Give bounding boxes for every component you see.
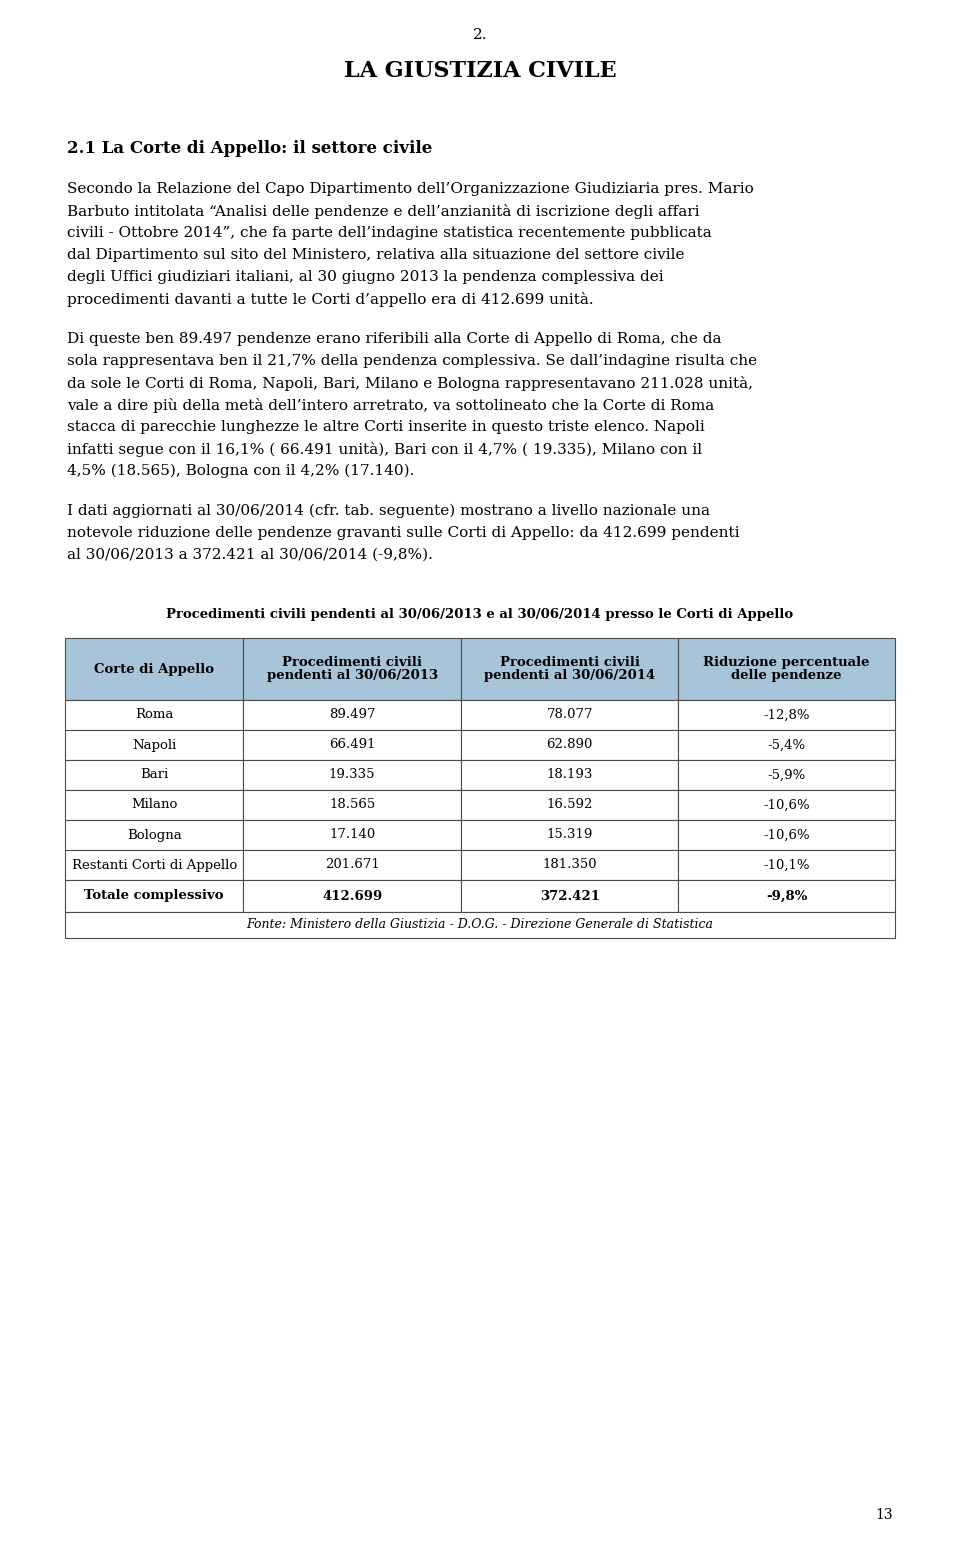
Bar [679, 791, 895, 820]
Bar [679, 638, 895, 699]
Text: vale a dire più della metà dell’intero arretrato, va sottolineato che la Corte d: vale a dire più della metà dell’intero a… [67, 398, 714, 412]
Text: al 30/06/2013 a 372.421 al 30/06/2014 (-9,8%).: al 30/06/2013 a 372.421 al 30/06/2014 (-… [67, 548, 433, 562]
Bar [244, 699, 461, 730]
Text: -5,9%: -5,9% [768, 769, 805, 781]
Text: I dati aggiornati al 30/06/2014 (cfr. tab. seguente) mostrano a livello nazional: I dati aggiornati al 30/06/2014 (cfr. ta… [67, 503, 710, 519]
Text: LA GIUSTIZIA CIVILE: LA GIUSTIZIA CIVILE [344, 60, 616, 82]
Bar [65, 730, 244, 760]
Text: -10,6%: -10,6% [763, 829, 810, 841]
Text: 17.140: 17.140 [329, 829, 375, 841]
Text: 372.421: 372.421 [540, 889, 600, 903]
Text: pendenti al 30/06/2014: pendenti al 30/06/2014 [484, 669, 656, 682]
Text: procedimenti davanti a tutte le Corti d’appello era di 412.699 unità.: procedimenti davanti a tutte le Corti d’… [67, 292, 593, 307]
Text: Milano: Milano [131, 798, 178, 812]
Text: infatti segue con il 16,1% ( 66.491 unità), Bari con il 4,7% ( 19.335), Milano c: infatti segue con il 16,1% ( 66.491 unit… [67, 442, 702, 457]
Text: Riduzione percentuale: Riduzione percentuale [704, 656, 870, 669]
Bar [679, 820, 895, 851]
Text: 13: 13 [876, 1508, 893, 1522]
Text: 2.1 La Corte di Appello: il settore civile: 2.1 La Corte di Appello: il settore civi… [67, 141, 432, 157]
Text: Fonte: Ministero della Giustizia - D.O.G. - Direzione Generale di Statistica: Fonte: Ministero della Giustizia - D.O.G… [247, 919, 713, 931]
Text: Totale complessivo: Totale complessivo [84, 889, 224, 903]
Text: Procedimenti civili: Procedimenti civili [499, 656, 639, 669]
Text: 181.350: 181.350 [542, 858, 597, 871]
Text: 18.193: 18.193 [546, 769, 593, 781]
Bar [65, 638, 244, 699]
Text: degli Uffici giudiziari italiani, al 30 giugno 2013 la pendenza complessiva dei: degli Uffici giudiziari italiani, al 30 … [67, 270, 663, 284]
Text: Di queste ben 89.497 pendenze erano riferibili alla Corte di Appello di Roma, ch: Di queste ben 89.497 pendenze erano rife… [67, 332, 722, 346]
Text: Roma: Roma [135, 709, 174, 721]
Bar [679, 760, 895, 791]
Text: 62.890: 62.890 [546, 738, 593, 752]
Text: Procedimenti civili: Procedimenti civili [282, 656, 422, 669]
Bar [461, 699, 679, 730]
Bar [461, 820, 679, 851]
Bar [244, 851, 461, 880]
Text: Corte di Appello: Corte di Appello [94, 662, 214, 676]
Text: Bari: Bari [140, 769, 168, 781]
Bar [244, 760, 461, 791]
Bar [244, 791, 461, 820]
Text: 412.699: 412.699 [322, 889, 382, 903]
Bar [65, 699, 244, 730]
Bar [65, 760, 244, 791]
Bar [65, 820, 244, 851]
Text: 19.335: 19.335 [329, 769, 375, 781]
Bar [244, 730, 461, 760]
Bar [65, 851, 244, 880]
Bar [461, 730, 679, 760]
Text: delle pendenze: delle pendenze [732, 669, 842, 682]
Text: 2.: 2. [472, 28, 488, 42]
Text: -10,1%: -10,1% [763, 858, 810, 871]
Bar [244, 880, 461, 913]
Bar [65, 791, 244, 820]
Bar [244, 638, 461, 699]
Bar [461, 880, 679, 913]
Bar [461, 851, 679, 880]
Text: 18.565: 18.565 [329, 798, 375, 812]
Bar [679, 699, 895, 730]
Bar [461, 791, 679, 820]
Text: pendenti al 30/06/2013: pendenti al 30/06/2013 [267, 669, 438, 682]
Text: Restanti Corti di Appello: Restanti Corti di Appello [72, 858, 237, 871]
Bar [679, 730, 895, 760]
Text: 201.671: 201.671 [324, 858, 379, 871]
Text: dal Dipartimento sul sito del Ministero, relativa alla situazione del settore ci: dal Dipartimento sul sito del Ministero,… [67, 249, 684, 262]
Text: 15.319: 15.319 [546, 829, 593, 841]
Bar [65, 880, 244, 913]
Text: 66.491: 66.491 [329, 738, 375, 752]
Bar [679, 880, 895, 913]
Text: da sole le Corti di Roma, Napoli, Bari, Milano e Bologna rappresentavano 211.028: da sole le Corti di Roma, Napoli, Bari, … [67, 377, 753, 391]
Text: notevole riduzione delle pendenze gravanti sulle Corti di Appello: da 412.699 pe: notevole riduzione delle pendenze gravan… [67, 527, 739, 540]
Text: stacca di parecchie lunghezze le altre Corti inserite in questo triste elenco. N: stacca di parecchie lunghezze le altre C… [67, 420, 705, 434]
Bar [679, 851, 895, 880]
Text: civili - Ottobre 2014”, che fa parte dell’indagine statistica recentemente pubbl: civili - Ottobre 2014”, che fa parte del… [67, 225, 711, 239]
Bar [244, 820, 461, 851]
Text: 89.497: 89.497 [329, 709, 375, 721]
Text: 4,5% (18.565), Bologna con il 4,2% (17.140).: 4,5% (18.565), Bologna con il 4,2% (17.1… [67, 465, 415, 479]
Text: Procedimenti civili pendenti al 30/06/2013 e al 30/06/2014 presso le Corti di Ap: Procedimenti civili pendenti al 30/06/20… [166, 608, 794, 621]
Text: Secondo la Relazione del Capo Dipartimento dell’Organizzazione Giudiziaria pres.: Secondo la Relazione del Capo Dipartimen… [67, 182, 754, 196]
Text: sola rappresentava ben il 21,7% della pendenza complessiva. Se dall’indagine ris: sola rappresentava ben il 21,7% della pe… [67, 354, 757, 367]
Text: -10,6%: -10,6% [763, 798, 810, 812]
Bar [461, 760, 679, 791]
Text: 78.077: 78.077 [546, 709, 593, 721]
Text: -12,8%: -12,8% [763, 709, 810, 721]
Text: Napoli: Napoli [132, 738, 177, 752]
Bar [461, 638, 679, 699]
Text: Bologna: Bologna [127, 829, 181, 841]
Text: -9,8%: -9,8% [766, 889, 807, 903]
Text: Barbuto intitolata “Analisi delle pendenze e dell’anzianità di iscrizione degli : Barbuto intitolata “Analisi delle penden… [67, 204, 700, 219]
Bar [65, 913, 895, 939]
Text: -5,4%: -5,4% [768, 738, 805, 752]
Text: 16.592: 16.592 [546, 798, 593, 812]
